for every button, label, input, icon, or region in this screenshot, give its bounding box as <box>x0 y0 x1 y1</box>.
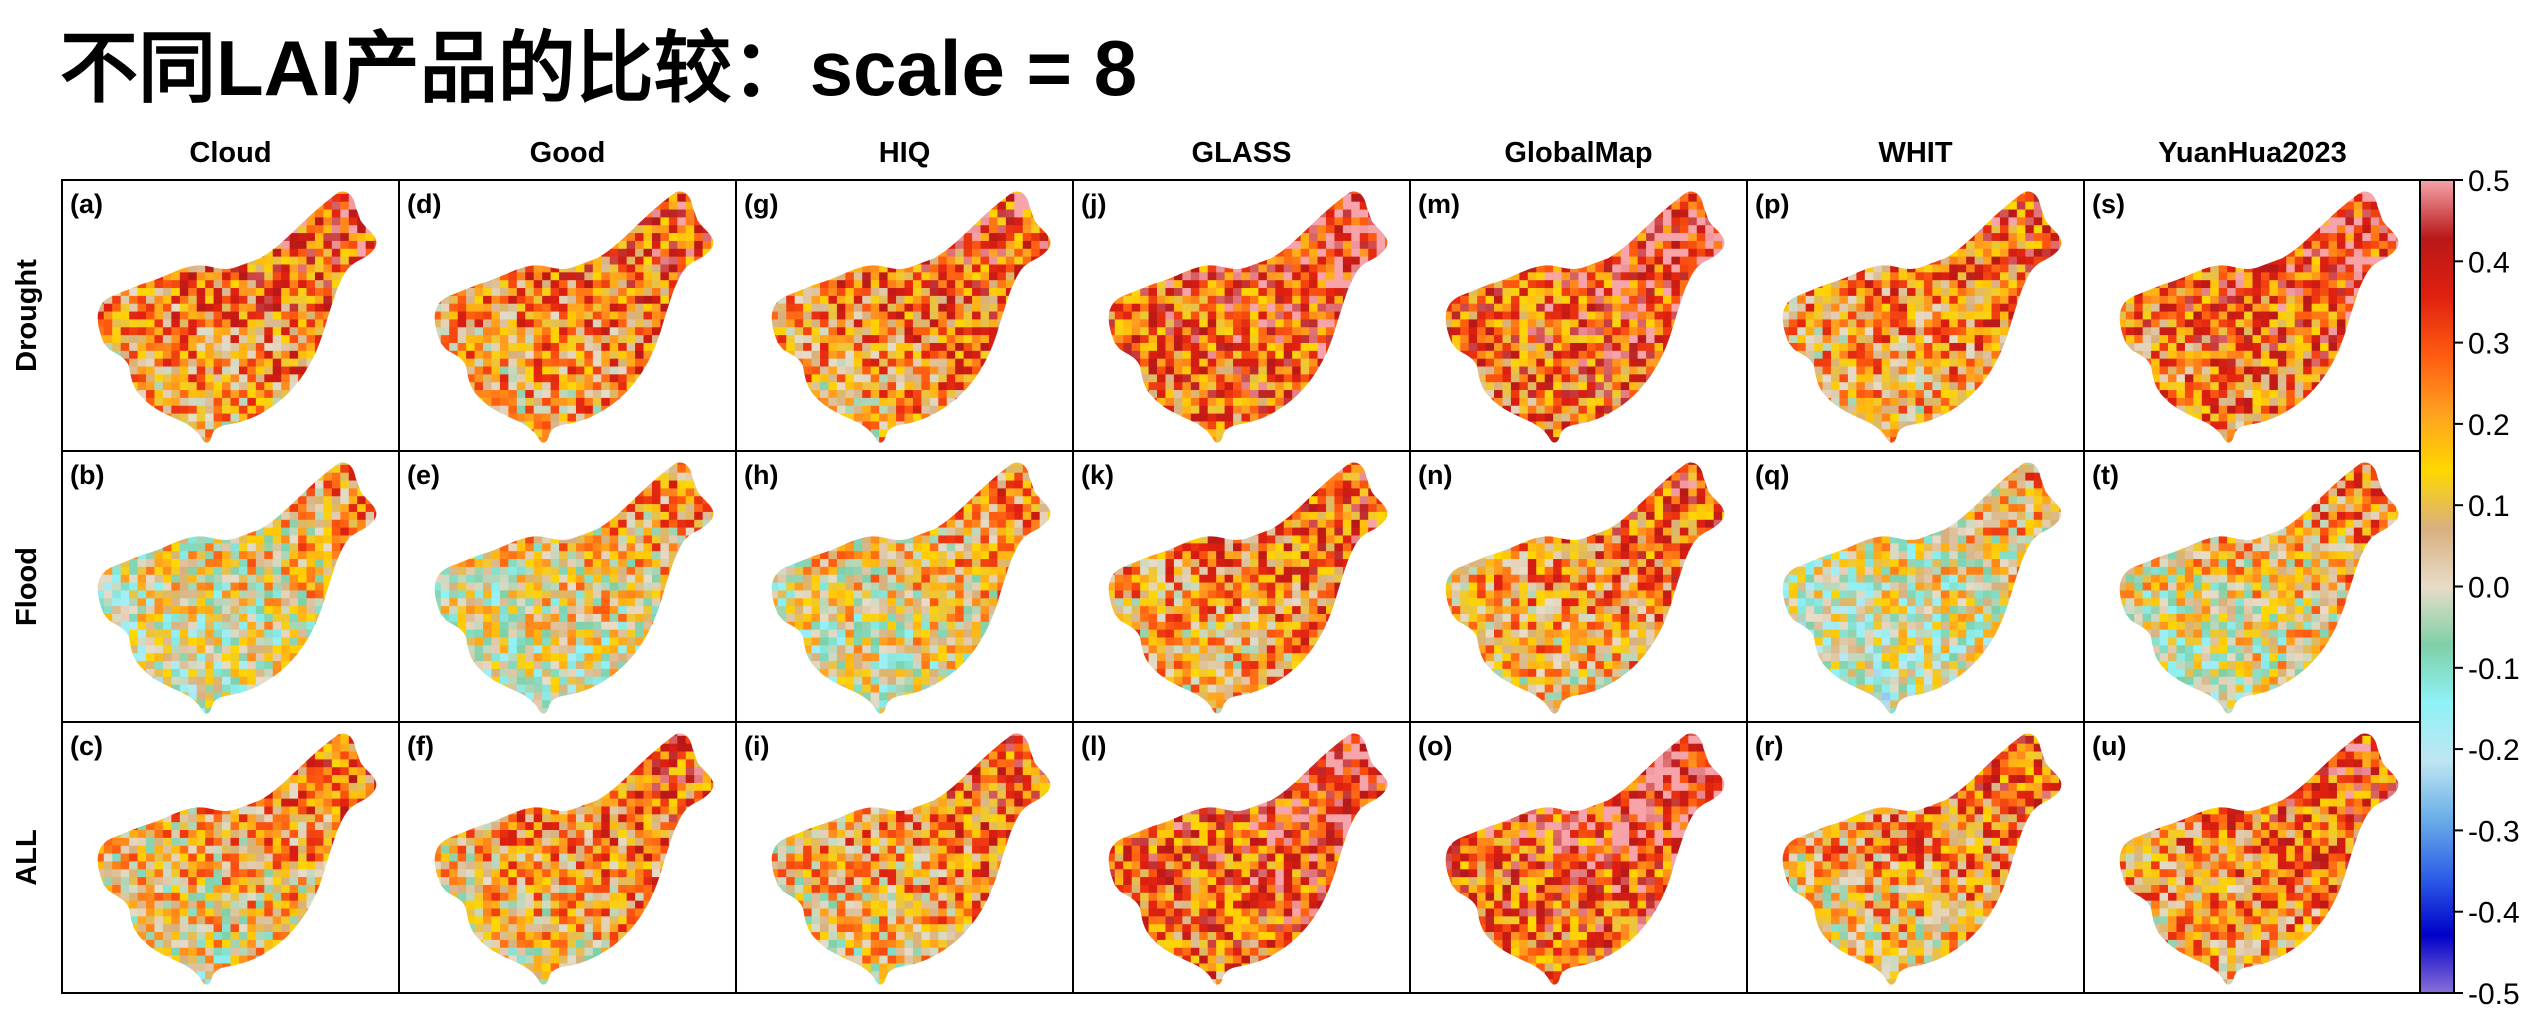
panel-label: (p) <box>1755 189 1789 219</box>
panel-label: (s) <box>2092 189 2125 219</box>
column-header: GLASS <box>1192 137 1292 169</box>
column-header: Cloud <box>189 137 271 169</box>
map-panel: (p) <box>1746 179 2085 452</box>
map-panel: (i) <box>735 721 1074 994</box>
colorbar-tick-label: -0.4 <box>2468 897 2520 930</box>
map-panel: (u) <box>2083 721 2422 994</box>
panel-label: (f) <box>407 731 434 761</box>
map-panel: (k) <box>1072 450 1411 723</box>
figure-title: 不同LAI产品的比较：scale = 8 <box>60 6 1137 118</box>
map-panel: (s) <box>2083 179 2422 452</box>
panel-label: (k) <box>1081 460 1114 490</box>
map-panel: (t) <box>2083 450 2422 723</box>
map-panel: (n) <box>1409 450 1748 723</box>
map-panel: (b) <box>61 450 400 723</box>
colorbar-tick-label: -0.1 <box>2468 653 2520 686</box>
panel-label: (t) <box>2092 460 2119 490</box>
panel-label: (d) <box>407 189 441 219</box>
colorbar-tick-label: 0.5 <box>2468 165 2510 198</box>
row-header: Drought <box>11 259 43 372</box>
map-panel: (a) <box>61 179 400 452</box>
row-header: ALL <box>11 829 43 885</box>
column-header: HIQ <box>879 137 931 169</box>
panel-label: (a) <box>70 189 103 219</box>
panel-label: (c) <box>70 731 103 761</box>
panel-label: (b) <box>70 460 104 490</box>
panel-label: (h) <box>744 460 778 490</box>
panel-label: (l) <box>1081 731 1106 761</box>
panel-label: (j) <box>1081 189 1106 219</box>
colorbar-tick-label: 0.3 <box>2468 328 2510 361</box>
map-panel: (q) <box>1746 450 2085 723</box>
panel-label: (e) <box>407 460 440 490</box>
map-panel: (g) <box>735 179 1074 452</box>
map-panel: (e) <box>398 450 737 723</box>
colorbar <box>2419 179 2455 994</box>
colorbar-tick-label: -0.5 <box>2468 978 2520 1011</box>
column-header: WHIT <box>1878 137 1952 169</box>
panel-label: (m) <box>1418 189 1460 219</box>
colorbar-tick-label: -0.2 <box>2468 734 2520 767</box>
map-panel: (f) <box>398 721 737 994</box>
panel-label: (o) <box>1418 731 1452 761</box>
panel-label: (q) <box>1755 460 1789 490</box>
column-header: YuanHua2023 <box>2158 137 2347 169</box>
panel-label: (g) <box>744 189 778 219</box>
colorbar-tick-label: 0.4 <box>2468 246 2510 279</box>
map-panel: (j) <box>1072 179 1411 452</box>
map-panel: (r) <box>1746 721 2085 994</box>
map-panel: (m) <box>1409 179 1748 452</box>
panel-label: (n) <box>1418 460 1452 490</box>
row-header: Flood <box>11 547 43 626</box>
panel-label: (r) <box>1755 731 1784 761</box>
column-header: Good <box>530 137 606 169</box>
colorbar-tick-label: 0.2 <box>2468 409 2510 442</box>
map-panel: (c) <box>61 721 400 994</box>
map-panel: (d) <box>398 179 737 452</box>
colorbar-tick-label: -0.3 <box>2468 815 2520 848</box>
panel-label: (u) <box>2092 731 2126 761</box>
column-header: GlobalMap <box>1504 137 1652 169</box>
panel-label: (i) <box>744 731 769 761</box>
map-panel: (l) <box>1072 721 1411 994</box>
colorbar-tick-label: 0.1 <box>2468 490 2510 523</box>
map-panel: (h) <box>735 450 1074 723</box>
colorbar-tick-label: 0.0 <box>2468 572 2510 605</box>
map-panel: (o) <box>1409 721 1748 994</box>
